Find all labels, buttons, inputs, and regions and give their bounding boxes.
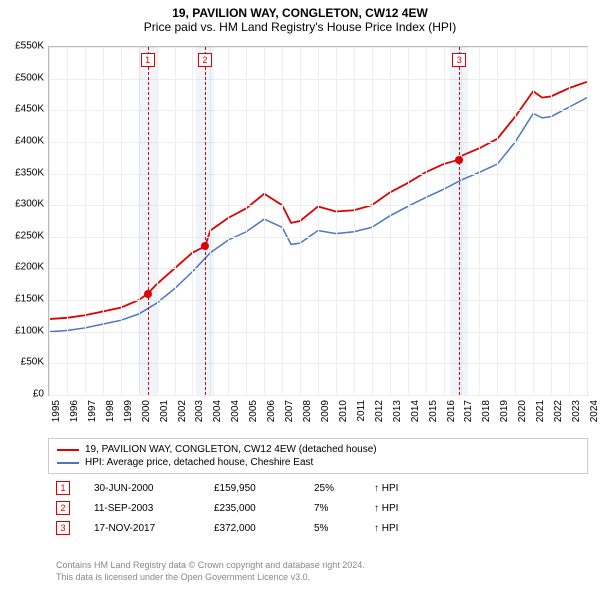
x-axis-tick: 1999	[123, 400, 134, 422]
x-axis-tick: 2024	[589, 400, 600, 422]
y-axis-tick: £500K	[15, 72, 44, 83]
arrow-up-icon: ↑ HPI	[374, 483, 398, 494]
x-axis-tick: 2020	[517, 400, 528, 422]
chart-marker-2: 2	[198, 53, 212, 67]
sale-marker-dot	[144, 290, 152, 298]
disclaimer-line-1: Contains HM Land Registry data © Crown c…	[56, 560, 580, 572]
datapoint-date: 30-JUN-2000	[94, 483, 214, 494]
y-axis-tick: £0	[33, 389, 44, 400]
y-axis-tick: £200K	[15, 262, 44, 273]
y-axis-tick: £450K	[15, 104, 44, 115]
x-axis-tick: 1996	[69, 400, 80, 422]
datapoint-index-box: 1	[56, 481, 70, 495]
sale-marker-dot	[455, 156, 463, 164]
x-axis-tick: 2021	[535, 400, 546, 422]
x-axis-tick: 2004	[230, 400, 241, 422]
sale-marker-dot	[201, 242, 209, 250]
x-axis-tick: 2005	[248, 400, 259, 422]
y-axis-tick: £350K	[15, 167, 44, 178]
datapoint-price: £372,000	[214, 523, 314, 534]
legend-label: 19, PAVILION WAY, CONGLETON, CW12 4EW (d…	[85, 444, 377, 455]
y-axis-tick: £400K	[15, 135, 44, 146]
x-axis-tick: 2008	[302, 400, 313, 422]
x-axis-tick: 2016	[446, 400, 457, 422]
datapoint-row: 3 17-NOV-2017£372,0005%↑ HPI	[48, 518, 588, 538]
legend-item: 19, PAVILION WAY, CONGLETON, CW12 4EW (d…	[57, 443, 579, 456]
legend-swatch	[57, 462, 79, 464]
x-axis-tick: 2006	[266, 400, 277, 422]
legend-item: HPI: Average price, detached house, Ches…	[57, 456, 579, 469]
x-axis-tick: 2001	[159, 400, 170, 422]
datapoint-price: £235,000	[214, 503, 314, 514]
datapoint-date: 17-NOV-2017	[94, 523, 214, 534]
legend-swatch	[57, 449, 79, 451]
x-axis-tick: 2009	[320, 400, 331, 422]
chart-marker-3: 3	[452, 53, 466, 67]
y-axis-tick: £550K	[15, 41, 44, 52]
x-axis-tick: 2018	[481, 400, 492, 422]
arrow-up-icon: ↑ HPI	[374, 523, 398, 534]
y-axis-tick: £150K	[15, 294, 44, 305]
disclaimer: Contains HM Land Registry data © Crown c…	[48, 556, 588, 587]
arrow-up-icon: ↑ HPI	[374, 503, 398, 514]
datapoints-table: 130-JUN-2000£159,95025%↑ HPI211-SEP-2003…	[48, 478, 588, 538]
datapoint-row: 1 30-JUN-2000£159,95025%↑ HPI	[48, 478, 588, 498]
plot-area: 1 2 3	[48, 46, 588, 396]
x-axis-tick: 2013	[392, 400, 403, 422]
legend: 19, PAVILION WAY, CONGLETON, CW12 4EW (d…	[48, 438, 588, 474]
x-axis-tick: 2007	[284, 400, 295, 422]
x-axis-tick: 1997	[87, 400, 98, 422]
x-axis-tick: 2012	[374, 400, 385, 422]
chart-container: 19, PAVILION WAY, CONGLETON, CW12 4EW Pr…	[0, 6, 600, 596]
datapoint-percent: 25%	[314, 483, 374, 494]
x-axis-tick: 2011	[356, 400, 367, 422]
datapoint-date: 11-SEP-2003	[94, 503, 214, 514]
datapoint-percent: 7%	[314, 503, 374, 514]
x-axis-tick: 2022	[553, 400, 564, 422]
x-axis-tick: 2003	[194, 400, 205, 422]
datapoint-index-box: 3	[56, 521, 70, 535]
x-axis-tick: 2014	[410, 400, 421, 422]
y-axis-tick: £100K	[15, 325, 44, 336]
datapoint-percent: 5%	[314, 523, 374, 534]
disclaimer-line-2: This data is licensed under the Open Gov…	[56, 572, 580, 584]
x-axis-tick: 2002	[177, 400, 188, 422]
y-axis-tick: £300K	[15, 199, 44, 210]
datapoint-row: 2 11-SEP-2003£235,0007%↑ HPI	[48, 498, 588, 518]
datapoint-price: £159,950	[214, 483, 314, 494]
datapoint-index-box: 2	[56, 501, 70, 515]
chart-marker-1: 1	[141, 53, 155, 67]
chart-title-address: 19, PAVILION WAY, CONGLETON, CW12 4EW	[0, 6, 600, 20]
x-axis-tick: 2019	[499, 400, 510, 422]
x-axis-tick: 1998	[105, 400, 116, 422]
x-axis-tick: 2010	[338, 400, 349, 422]
legend-label: HPI: Average price, detached house, Ches…	[85, 457, 313, 468]
x-axis-tick: 2000	[141, 400, 152, 422]
y-axis-tick: £250K	[15, 230, 44, 241]
x-axis-tick: 1995	[51, 400, 62, 422]
x-axis-tick: 2023	[571, 400, 582, 422]
x-axis-tick: 2015	[428, 400, 439, 422]
x-axis-tick: 2004	[212, 400, 223, 422]
chart-title-subtitle: Price paid vs. HM Land Registry's House …	[0, 20, 600, 34]
y-axis-tick: £50K	[21, 357, 44, 368]
x-axis-tick: 2017	[463, 400, 474, 422]
